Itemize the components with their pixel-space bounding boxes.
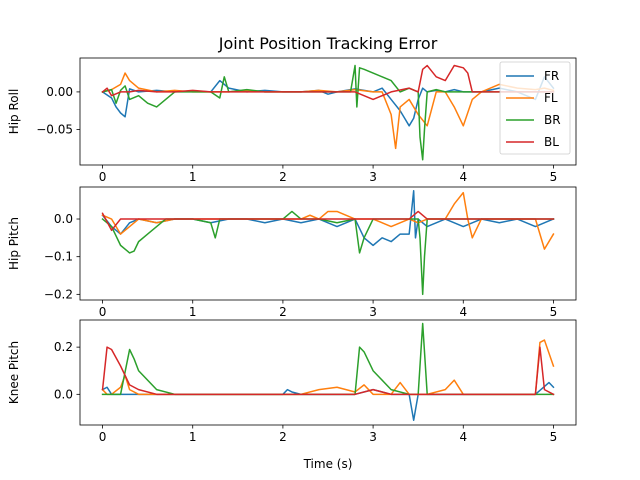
series-line-br-hip-roll [101, 64, 555, 161]
y-axis-label-hip-pitch: Hip Pitch [7, 217, 21, 270]
panel-hip-pitch: 0 1 2 3 4 5 0.0 −0.1 −0.2 Hip Pitch [7, 186, 577, 319]
y-tick-label-0-knee-pitch: 0.0 [54, 387, 73, 401]
y-tick-label-0-hip-pitch: 0.0 [54, 212, 73, 226]
panel-knee-pitch: 0 1 2 3 4 5 0.0 0.2 Knee Pitch [7, 319, 577, 444]
legend-box [499, 61, 571, 155]
x-tick-label-1-hip-pitch: 1 [189, 305, 197, 319]
y-axis-label-knee-pitch: Knee Pitch [7, 341, 21, 404]
axes-frame-hip-roll [79, 57, 577, 166]
x-tick-label-0-knee-pitch: 0 [99, 430, 107, 444]
axes-frame-hip-pitch [79, 186, 577, 301]
y-tick-label-0-hip-roll: 0.00 [46, 85, 73, 99]
x-tick-label-0-hip-roll: 0 [99, 170, 107, 184]
x-tick-label-5-hip-pitch: 5 [550, 305, 558, 319]
y-tick-label-2-hip-pitch: −0.2 [44, 287, 73, 301]
y-tick-label-1-knee-pitch: 0.2 [54, 340, 73, 354]
y-tick-label-1-hip-pitch: −0.1 [44, 250, 73, 264]
x-tick-label-5-knee-pitch: 5 [550, 430, 558, 444]
x-tick-label-3-hip-roll: 3 [369, 170, 377, 184]
panel-hip-roll: 0 1 2 3 4 5 0.00 −0.05 Hip Roll FR FL BR BL [7, 57, 577, 184]
axes-frame-knee-pitch [79, 319, 577, 426]
x-tick-label-4-knee-pitch: 4 [459, 430, 467, 444]
series-group [101, 64, 555, 161]
series-group [101, 322, 555, 422]
x-tick-label-2-knee-pitch: 2 [279, 430, 287, 444]
y-tick-label-1-hip-roll: −0.05 [36, 123, 73, 137]
legend-label-br: BR [544, 113, 561, 127]
y-axis-label-hip-roll: Hip Roll [7, 89, 21, 135]
x-tick-label-5-hip-roll: 5 [550, 170, 558, 184]
legend: FR FL BR BL [499, 61, 571, 155]
x-tick-label-0-hip-pitch: 0 [99, 305, 107, 319]
x-tick-label-3-knee-pitch: 3 [369, 430, 377, 444]
series-line-fl-hip-pitch [101, 191, 555, 250]
chart-title: Joint Position Tracking Error [218, 34, 438, 53]
legend-label-bl: BL [544, 135, 559, 149]
x-tick-label-4-hip-roll: 4 [459, 170, 467, 184]
x-tick-label-4-hip-pitch: 4 [459, 305, 467, 319]
x-tick-label-2-hip-pitch: 2 [279, 305, 287, 319]
x-axis-label: Time (s) [303, 457, 353, 471]
x-tick-label-2-hip-roll: 2 [279, 170, 287, 184]
x-tick-label-3-hip-pitch: 3 [369, 305, 377, 319]
x-tick-label-1-hip-roll: 1 [189, 170, 197, 184]
series-line-bl-hip-pitch [101, 210, 555, 232]
x-tick-label-1-knee-pitch: 1 [189, 430, 197, 444]
legend-label-fr: FR [544, 69, 559, 83]
series-group [101, 190, 555, 296]
series-line-bl-knee-pitch [101, 346, 555, 396]
legend-label-fl: FL [544, 91, 558, 105]
series-line-bl-hip-roll [101, 64, 555, 101]
